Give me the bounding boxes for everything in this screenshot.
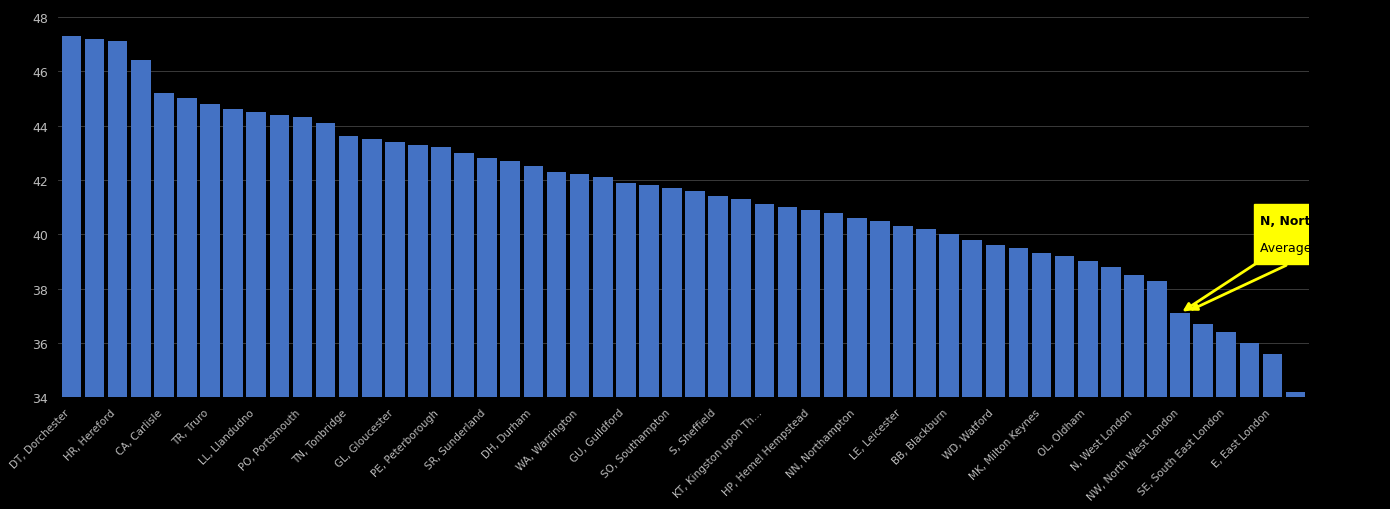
Bar bbox=[316, 124, 335, 398]
Bar bbox=[1125, 275, 1144, 398]
Bar bbox=[731, 200, 751, 398]
Bar bbox=[824, 213, 844, 398]
Bar bbox=[755, 205, 774, 398]
Bar bbox=[916, 230, 935, 398]
Bar bbox=[1077, 262, 1098, 398]
Bar bbox=[546, 173, 566, 398]
Bar bbox=[224, 110, 243, 398]
FancyBboxPatch shape bbox=[1254, 205, 1390, 265]
Text: 37.1: 37.1 bbox=[1359, 242, 1390, 254]
Bar bbox=[339, 137, 359, 398]
Bar bbox=[500, 161, 520, 398]
Bar bbox=[154, 94, 174, 398]
Bar bbox=[1240, 344, 1259, 398]
Text: N, North London: N, North London bbox=[1259, 214, 1375, 228]
Bar bbox=[431, 148, 450, 398]
Bar bbox=[801, 210, 820, 398]
Bar bbox=[455, 153, 474, 398]
Bar bbox=[293, 118, 313, 398]
Bar bbox=[639, 186, 659, 398]
Bar bbox=[246, 112, 265, 398]
Bar bbox=[270, 116, 289, 398]
Bar bbox=[61, 37, 81, 398]
Bar bbox=[200, 105, 220, 398]
Bar bbox=[1262, 354, 1283, 398]
Bar bbox=[409, 145, 428, 398]
FancyArrowPatch shape bbox=[1193, 266, 1286, 310]
Bar bbox=[1147, 281, 1166, 398]
Bar bbox=[1170, 314, 1190, 398]
Bar bbox=[177, 99, 197, 398]
Bar bbox=[870, 221, 890, 398]
Bar bbox=[1286, 392, 1305, 398]
Bar bbox=[777, 208, 798, 398]
Bar bbox=[685, 191, 705, 398]
Bar bbox=[616, 183, 635, 398]
Bar bbox=[131, 61, 150, 398]
Bar bbox=[847, 218, 866, 398]
Bar bbox=[1055, 257, 1074, 398]
Bar bbox=[594, 178, 613, 398]
Bar bbox=[361, 140, 381, 398]
Bar bbox=[477, 159, 498, 398]
Bar bbox=[1031, 254, 1051, 398]
Bar bbox=[709, 197, 728, 398]
Bar bbox=[1009, 248, 1029, 398]
Bar bbox=[108, 42, 128, 398]
Bar bbox=[986, 246, 1005, 398]
Bar bbox=[524, 167, 543, 398]
Bar bbox=[940, 235, 959, 398]
Bar bbox=[570, 175, 589, 398]
Bar bbox=[85, 40, 104, 398]
Bar bbox=[894, 227, 913, 398]
Bar bbox=[1101, 267, 1120, 398]
Bar bbox=[962, 240, 983, 398]
Bar bbox=[385, 143, 404, 398]
Bar bbox=[1194, 324, 1213, 398]
Text: Average age:: Average age: bbox=[1259, 242, 1347, 254]
Bar bbox=[1216, 332, 1236, 398]
Bar bbox=[662, 189, 681, 398]
